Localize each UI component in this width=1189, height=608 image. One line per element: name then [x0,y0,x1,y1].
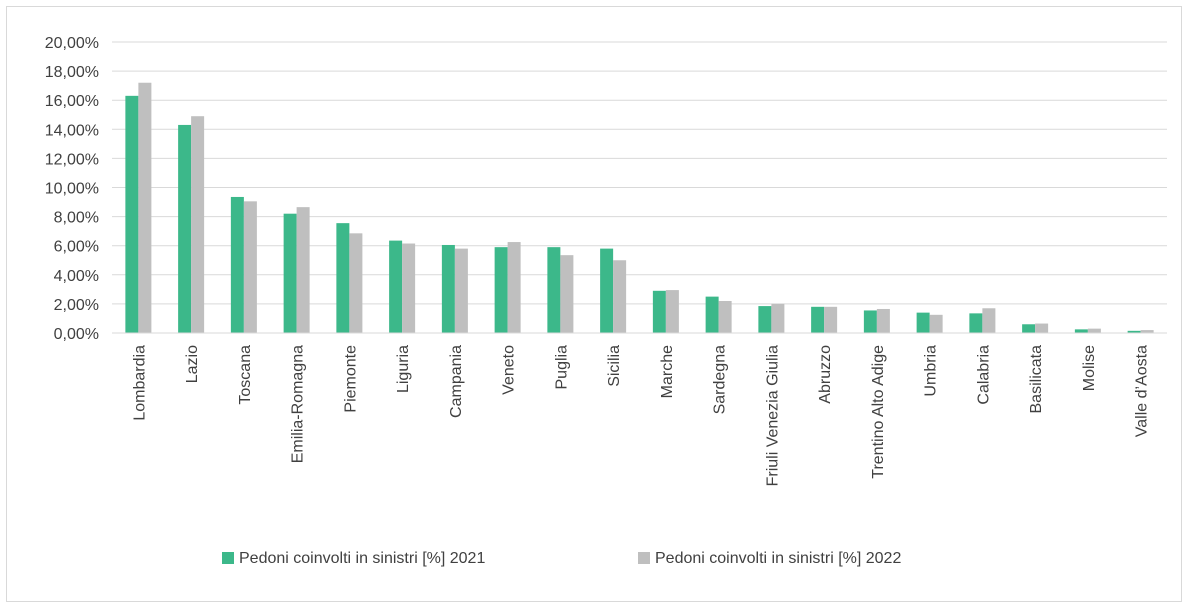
bar [613,260,627,333]
bar [402,243,416,333]
bar [824,306,838,333]
chart-frame: 0,00% 2,00% 4,00% 6,00% 8,00% 10,00% 12,00% 14,… [6,6,1182,602]
legend-item: Pedoni coinvolti in sinistri [%] 2021 [222,550,485,567]
bar [863,310,877,333]
bar [600,248,614,333]
bar [665,290,679,333]
x-axis-ticks: Lombardia Lazio Toscana Emilia-Romagna Piemo… [131,345,1150,487]
legend-swatch [638,552,650,564]
bars [125,82,1154,334]
y-tick-label: 10,00% [45,181,99,198]
bar [876,308,890,333]
x-tick-label: Trentino Alto Adige [870,345,887,479]
x-tick-label: Emilia-Romagna [290,345,307,463]
bar [758,306,772,333]
bar [230,196,244,333]
y-tick-label: 20,00% [45,35,99,52]
x-tick-label: Toscana [237,345,254,405]
x-tick-label: Umbria [923,345,940,397]
bar [916,312,930,333]
bar [718,300,732,333]
y-tick-label: 8,00% [54,210,99,227]
x-tick-label: Basilicata [1028,345,1045,414]
x-tick-label: Liguria [395,345,412,393]
y-tick-label: 2,00% [54,297,99,314]
bar [969,313,983,333]
bar [811,306,825,333]
x-tick-label: Lazio [184,345,201,383]
legend-item: Pedoni coinvolti in sinistri [%] 2022 [638,550,901,567]
bar [560,255,574,333]
x-tick-label: Puglia [553,345,570,390]
x-tick-label: Valle d’Aosta [1134,345,1151,437]
y-tick-label: 16,00% [45,93,99,110]
x-tick-label: Molise [1081,345,1098,391]
bar [243,201,257,333]
x-tick-label: Marche [659,345,676,398]
bar [929,314,943,333]
bar [441,244,455,333]
bar [178,124,192,333]
x-tick-label: Veneto [501,345,518,395]
bar [336,223,350,333]
y-axis-ticks: 0,00% 2,00% 4,00% 6,00% 8,00% 10,00% 12,00% 14,… [45,35,99,343]
x-tick-label: Campania [448,345,465,418]
x-tick-label: Calabria [975,345,992,405]
bar [125,95,139,334]
bar [547,247,561,333]
bar [771,303,785,333]
bar [138,82,152,334]
legend-label: Pedoni coinvolti in sinistri [%] 2021 [239,550,485,567]
y-tick-label: 14,00% [45,122,99,139]
bar [652,290,666,333]
bar [1087,328,1101,333]
legend-label: Pedoni coinvolti in sinistri [%] 2022 [655,550,901,567]
bar [191,116,205,333]
bar [1074,329,1088,333]
x-tick-label: Sardegna [712,345,729,414]
bar [389,240,403,333]
bar [1022,324,1036,333]
bar [1140,330,1154,333]
bar [349,233,363,333]
x-tick-label: Abruzzo [817,345,834,404]
bar [1127,330,1141,333]
bar-chart: 0,00% 2,00% 4,00% 6,00% 8,00% 10,00% 12,00% 14,… [45,35,1167,567]
legend: Pedoni coinvolti in sinistri [%] 2021 Ped… [222,550,901,567]
bar [705,296,719,333]
bar [1035,323,1049,333]
y-tick-label: 4,00% [54,268,99,285]
x-tick-label: Piemonte [342,345,359,413]
y-tick-label: 18,00% [45,64,99,81]
bar [454,248,468,333]
legend-swatch [222,552,234,564]
y-tick-label: 12,00% [45,151,99,168]
bar [296,207,310,333]
x-tick-label: Friuli Venezia Giulia [764,345,781,487]
x-tick-label: Lombardia [131,345,148,421]
bar [982,308,996,333]
y-tick-label: 0,00% [54,326,99,343]
bar [494,247,508,333]
bar [283,213,297,333]
y-tick-label: 6,00% [54,239,99,256]
x-tick-label: Sicilia [606,345,623,387]
gridlines [112,41,1167,305]
bar [507,242,521,333]
